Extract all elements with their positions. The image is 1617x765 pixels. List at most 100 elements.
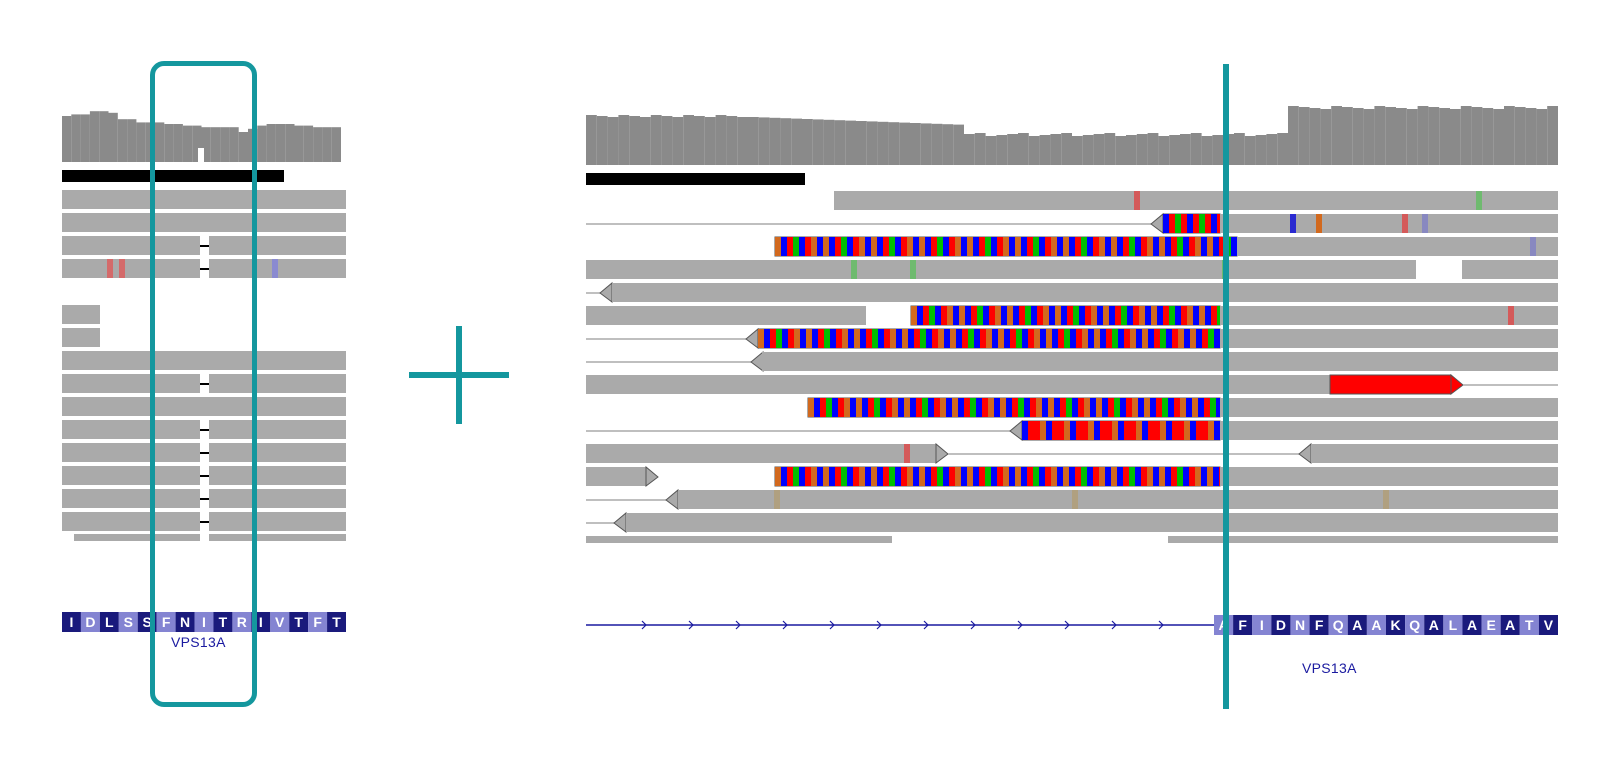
softclip-base <box>1064 329 1070 348</box>
softclip-base <box>1135 467 1141 486</box>
coverage-bar <box>1320 109 1332 165</box>
softclip-base <box>1202 329 1208 348</box>
softclip-base <box>1021 467 1027 486</box>
softclip-base <box>1193 306 1199 325</box>
softclip-base <box>1093 237 1099 256</box>
strand-arrow <box>1064 620 1070 630</box>
softclip-base <box>788 329 794 348</box>
softclip-base <box>892 398 898 417</box>
read <box>62 305 100 324</box>
coverage-bar <box>1342 107 1353 165</box>
softclip-base <box>1027 467 1033 486</box>
softclip-base <box>995 306 1001 325</box>
coverage-bar <box>1493 109 1504 165</box>
amino-acid-cell <box>270 612 290 632</box>
softclip-base <box>964 398 970 417</box>
softclip-base <box>877 237 883 256</box>
softclip-base <box>1079 306 1085 325</box>
mismatch <box>1316 214 1322 233</box>
read <box>62 420 200 439</box>
amino-acid-cell <box>99 612 119 632</box>
coverage-bar <box>1396 108 1407 165</box>
amino-acid-cell <box>1462 615 1482 635</box>
feature-bar <box>586 173 805 185</box>
right-gene-label: VPS13A <box>1302 660 1357 676</box>
softclip-base <box>1181 306 1187 325</box>
read <box>62 213 346 232</box>
coverage-bar <box>758 117 770 165</box>
coverage-bar <box>257 125 267 162</box>
softclip-base <box>1094 421 1100 440</box>
coverage-bar <box>672 117 684 165</box>
highlight-box <box>150 61 257 707</box>
softclip-base <box>1003 467 1009 486</box>
softclip-base <box>1142 329 1148 348</box>
softclip-base <box>923 306 929 325</box>
softclip-base <box>1028 421 1034 440</box>
coverage-bar <box>964 134 975 165</box>
softclip-base <box>1169 306 1175 325</box>
strand-arrow <box>641 620 647 630</box>
coverage-bar <box>1244 136 1256 165</box>
coverage-bar <box>1514 107 1526 165</box>
read-arrow <box>1450 373 1464 395</box>
coverage-bar <box>1180 134 1191 165</box>
softclip-base <box>829 467 835 486</box>
amino-acid-letter: D <box>1276 617 1286 633</box>
softclip-base <box>1118 421 1124 440</box>
softclip-base <box>1121 306 1127 325</box>
softclip-base <box>853 237 859 256</box>
softclip-base <box>1058 421 1064 440</box>
softclip-base <box>865 467 871 486</box>
read <box>62 190 346 209</box>
softclip-base <box>907 237 913 256</box>
softclip-base <box>1013 306 1019 325</box>
mismatch <box>107 259 113 278</box>
softclip-base <box>961 237 967 256</box>
softclip-base <box>908 329 914 348</box>
softclip-base <box>1196 329 1202 348</box>
amino-acid-cell <box>1500 615 1520 635</box>
softclip-base <box>883 467 889 486</box>
coverage-bar <box>834 120 846 165</box>
softclip-base <box>1187 214 1193 233</box>
coverage-bar <box>899 122 910 165</box>
coverage-bar <box>596 116 608 165</box>
softclip-base <box>1006 398 1012 417</box>
softclip-base <box>1072 398 1078 417</box>
amino-acid-letter: A <box>1352 617 1362 633</box>
softclip-base <box>1199 306 1205 325</box>
softclip-base <box>1202 421 1208 440</box>
read <box>1220 421 1558 440</box>
softclip-base <box>1186 398 1192 417</box>
read <box>62 374 200 393</box>
softclip-base <box>977 306 983 325</box>
softclip-base <box>955 467 961 486</box>
softclip-base <box>1130 421 1136 440</box>
softclip-base <box>826 398 832 417</box>
softclip-base <box>1082 421 1088 440</box>
amino-acid-cell <box>1328 615 1348 635</box>
softclip-base <box>1109 306 1115 325</box>
coverage-bar <box>313 127 323 162</box>
softclip-base <box>925 237 931 256</box>
softclip-base <box>1076 329 1082 348</box>
coverage-bar <box>877 121 889 165</box>
strand-arrow <box>688 620 694 630</box>
softclip-base <box>1157 306 1163 325</box>
coverage-bar <box>812 119 824 165</box>
coverage-bar <box>201 127 211 162</box>
softclip-base <box>1201 237 1207 256</box>
softclip-base <box>1114 398 1120 417</box>
softclip-base <box>884 329 890 348</box>
softclip-base <box>1129 237 1135 256</box>
softclip-base <box>1172 329 1178 348</box>
softclip-base <box>787 237 793 256</box>
softclip-base <box>1153 237 1159 256</box>
softclip-base <box>1019 306 1025 325</box>
amino-acid-cell <box>1386 615 1406 635</box>
softclip-base <box>935 306 941 325</box>
softclip-base <box>1004 329 1010 348</box>
coverage-bar <box>823 119 835 165</box>
